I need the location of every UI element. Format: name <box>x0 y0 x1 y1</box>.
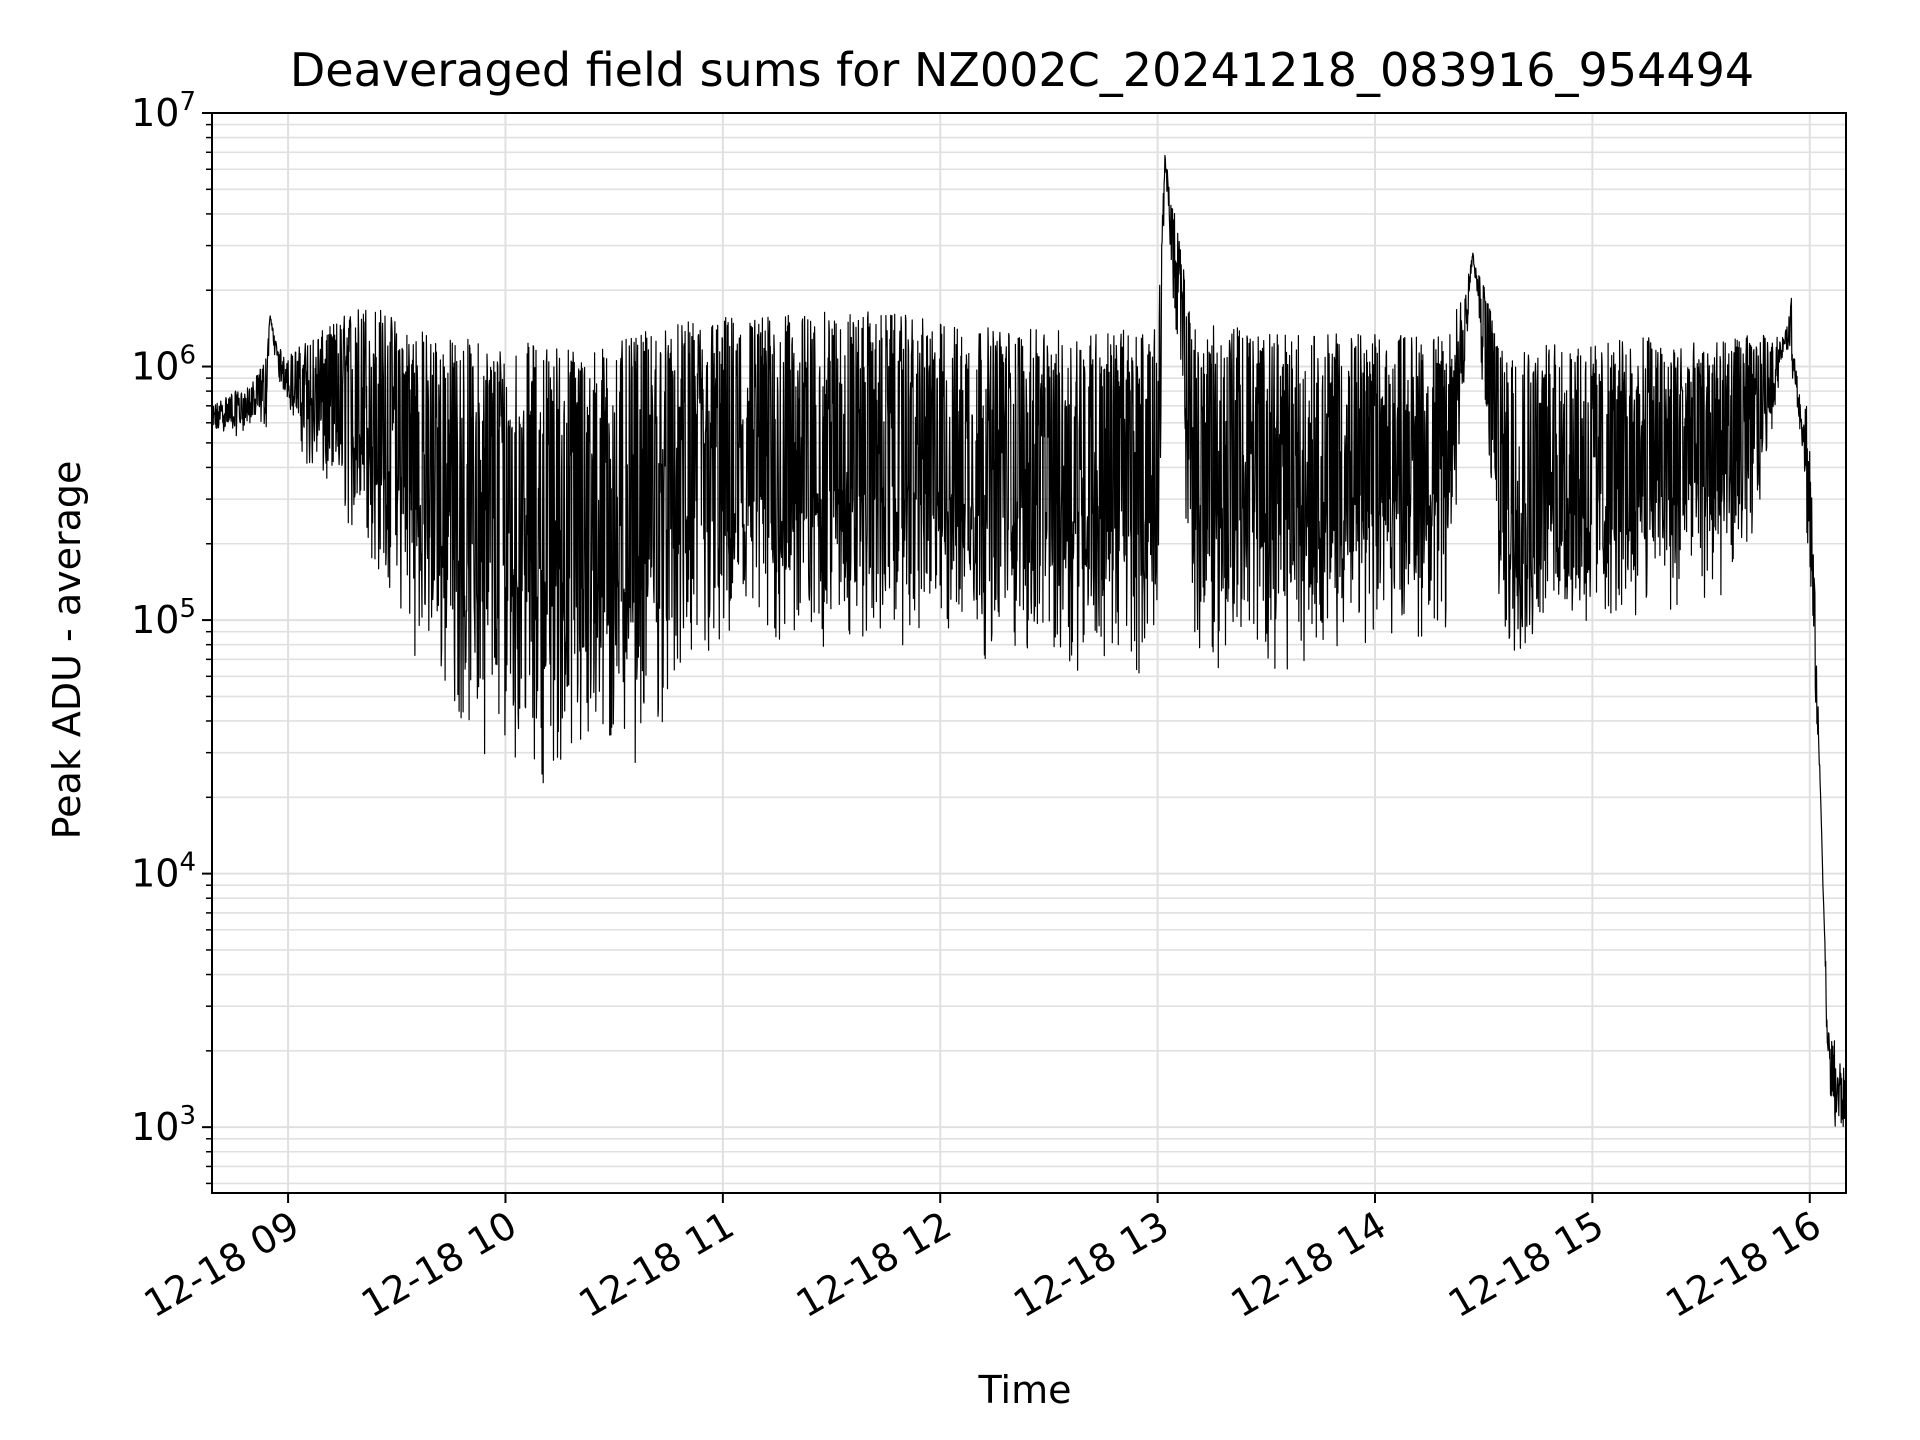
y-axis-label: Peak ADU - average <box>45 461 89 840</box>
series-line <box>211 154 1847 1128</box>
y-tick-label: 105 <box>131 594 196 642</box>
y-tick-label: 104 <box>131 848 196 896</box>
plot-frame <box>211 112 1847 1194</box>
chart-title: Deaveraged field sums for NZ002C_2024121… <box>290 43 1754 97</box>
grid-lines <box>212 113 1846 1193</box>
x-axis-label: Time <box>978 1368 1072 1412</box>
y-tick-label: 103 <box>131 1101 196 1149</box>
series-line-path <box>211 154 1847 1128</box>
y-tick-label: 106 <box>131 341 196 389</box>
y-axis: 103 104 105 106 107 <box>131 87 212 1185</box>
y-tick-label: 107 <box>131 87 196 135</box>
